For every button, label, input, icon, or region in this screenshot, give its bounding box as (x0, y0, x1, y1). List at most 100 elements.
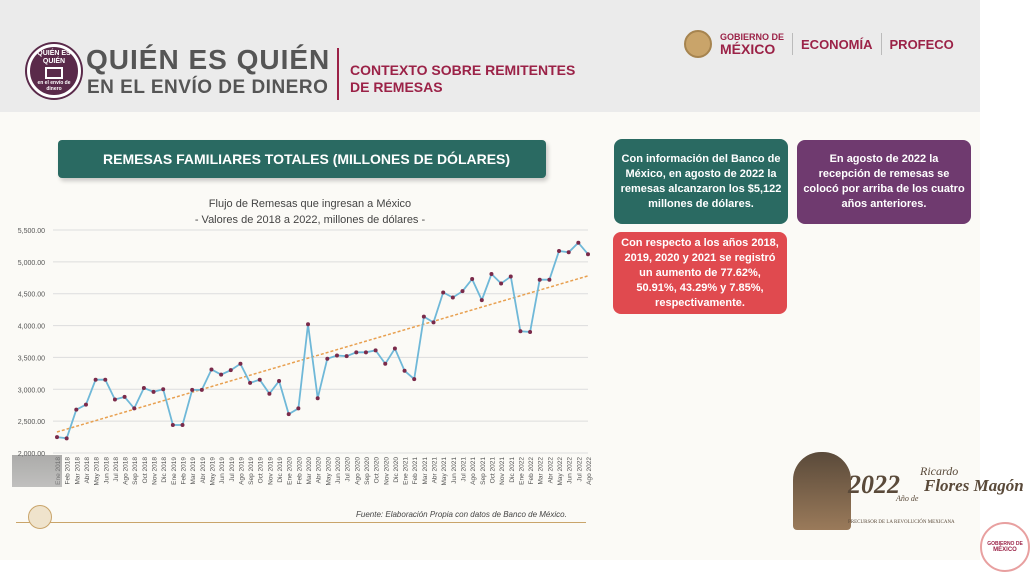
x-tick-label: Jun 2019 (219, 457, 226, 484)
data-point (528, 329, 533, 334)
x-tick-label: Jun 2022 (567, 457, 574, 484)
x-tick-label: Feb 2020 (296, 457, 303, 485)
data-point (537, 277, 542, 282)
data-point (489, 271, 494, 276)
data-point (557, 249, 562, 254)
context-line1: CONTEXTO SOBRE REMITENTES (350, 62, 576, 78)
x-tick-label: May 2019 (209, 457, 216, 486)
x-tick-label: Nov 2020 (383, 457, 390, 485)
data-point (373, 348, 378, 353)
x-tick-label: Jun 2018 (103, 457, 110, 484)
x-tick-label: Abr 2021 (432, 457, 439, 484)
x-tick-label: Abr 2018 (84, 457, 91, 484)
x-tick-label: Ene 2021 (403, 457, 410, 485)
data-point (151, 389, 156, 394)
gobierno-de-mexico-logo: GOBIERNO DE MÉXICO (720, 32, 784, 57)
x-tick-label: Ago 2021 (470, 457, 477, 485)
x-tick-label: Nov 2018 (152, 457, 159, 485)
x-tick-label: Ene 2022 (518, 457, 525, 485)
data-point (479, 298, 484, 303)
logo-line2: en el envío de dinero (37, 80, 71, 92)
chart-source: Fuente: Elaboración Propia con datos de … (356, 510, 567, 519)
x-tick-label: Mar 2022 (538, 457, 545, 485)
data-point (199, 387, 204, 392)
badge-small-text: GOBIERNO DE (987, 541, 1023, 547)
data-point (354, 350, 359, 355)
x-tick-label: Mar 2018 (74, 457, 81, 485)
header: QUIÉN ES QUIÉN en el envío de dinero QUI… (0, 0, 980, 112)
data-point (383, 361, 388, 366)
y-tick-label: 2,000.00 (18, 451, 45, 458)
context-line2: DE REMESAS (350, 79, 443, 95)
national-seal-icon (684, 30, 712, 58)
data-point (286, 412, 291, 417)
data-point (238, 361, 243, 366)
x-tick-label: Feb 2019 (181, 457, 188, 485)
data-point (402, 368, 407, 373)
x-tick-label: Ago 2018 (123, 457, 130, 485)
y-tick-label: 5,500.00 (18, 228, 45, 235)
x-tick-label: Abr 2022 (547, 457, 554, 484)
x-tick-label: Sep 2019 (248, 457, 255, 485)
data-point (122, 394, 127, 399)
x-tick-label: Dic 2021 (509, 457, 516, 483)
logo-separator (792, 33, 794, 55)
info-card-red: Con respecto a los años 2018, 2019, 2020… (613, 232, 787, 314)
x-tick-label: Oct 2019 (258, 457, 265, 484)
context-title: CONTEXTO SOBRE REMITENTES DE REMESAS (350, 62, 575, 96)
data-point (141, 386, 146, 391)
x-tick-label: Jun 2021 (451, 457, 458, 484)
x-tick-label: Feb 2018 (65, 457, 72, 485)
chart-title-block: Flujo de Remesas que ingresan a México -… (100, 196, 520, 228)
profeco-logo: PROFECO (889, 36, 954, 52)
x-tick-label: Ago 2020 (354, 457, 361, 485)
x-tick-label: Jul 2020 (345, 457, 352, 482)
data-point (392, 346, 397, 351)
gov-big-text: MÉXICO (720, 40, 776, 57)
x-tick-label: Ene 2020 (287, 457, 294, 485)
data-point (190, 387, 195, 392)
x-tick-label: Jun 2020 (335, 457, 342, 484)
footer-divider (16, 522, 586, 523)
year-flores-magon: Flores Magón (924, 476, 1024, 495)
economia-logo: ECONOMÍA (801, 36, 873, 52)
logo-separator (880, 33, 882, 55)
data-point (161, 387, 166, 392)
gov-small-text: GOBIERNO DE (720, 31, 785, 42)
data-point (248, 380, 253, 385)
data-point (431, 320, 436, 325)
x-tick-label: Jul 2021 (460, 457, 467, 482)
x-tick-label: May 2021 (441, 457, 448, 486)
y-tick-label: 3,500.00 (18, 355, 45, 362)
data-point (257, 377, 262, 382)
data-point (55, 435, 59, 440)
year-precursor: PRECURSOR DE LA REVOLUCIÓN MEXICANA (848, 520, 955, 525)
data-point (209, 367, 214, 372)
data-point (64, 436, 69, 441)
year-ricardo: Ricardo (920, 464, 959, 478)
x-tick-label: Mar 2020 (306, 457, 313, 485)
x-tick-label: Sep 2018 (132, 457, 139, 485)
x-tick-label: Abr 2019 (200, 457, 207, 484)
data-point (566, 250, 571, 255)
x-tick-label: May 2020 (325, 457, 332, 486)
data-point (518, 329, 523, 334)
x-tick-label: Ago 2022 (586, 457, 593, 485)
flores-magon-portrait (793, 452, 851, 530)
data-point (441, 290, 446, 295)
y-tick-label: 4,500.00 (18, 292, 45, 299)
x-tick-label: Mar 2021 (422, 457, 429, 485)
data-point (112, 397, 117, 402)
x-tick-label: May 2022 (557, 457, 564, 486)
data-point (93, 377, 98, 382)
x-tick-label: Dic 2019 (277, 457, 284, 483)
brand-title: QUIÉN ES QUIÉN (86, 44, 331, 75)
x-tick-label: Mar 2019 (190, 457, 197, 485)
data-point (170, 422, 175, 427)
data-point (421, 314, 426, 319)
year-anio-de: Año de (896, 494, 919, 503)
data-point (267, 391, 272, 396)
envelope-icon (45, 67, 63, 80)
x-tick-label: Feb 2021 (412, 457, 419, 485)
data-point (132, 406, 137, 411)
